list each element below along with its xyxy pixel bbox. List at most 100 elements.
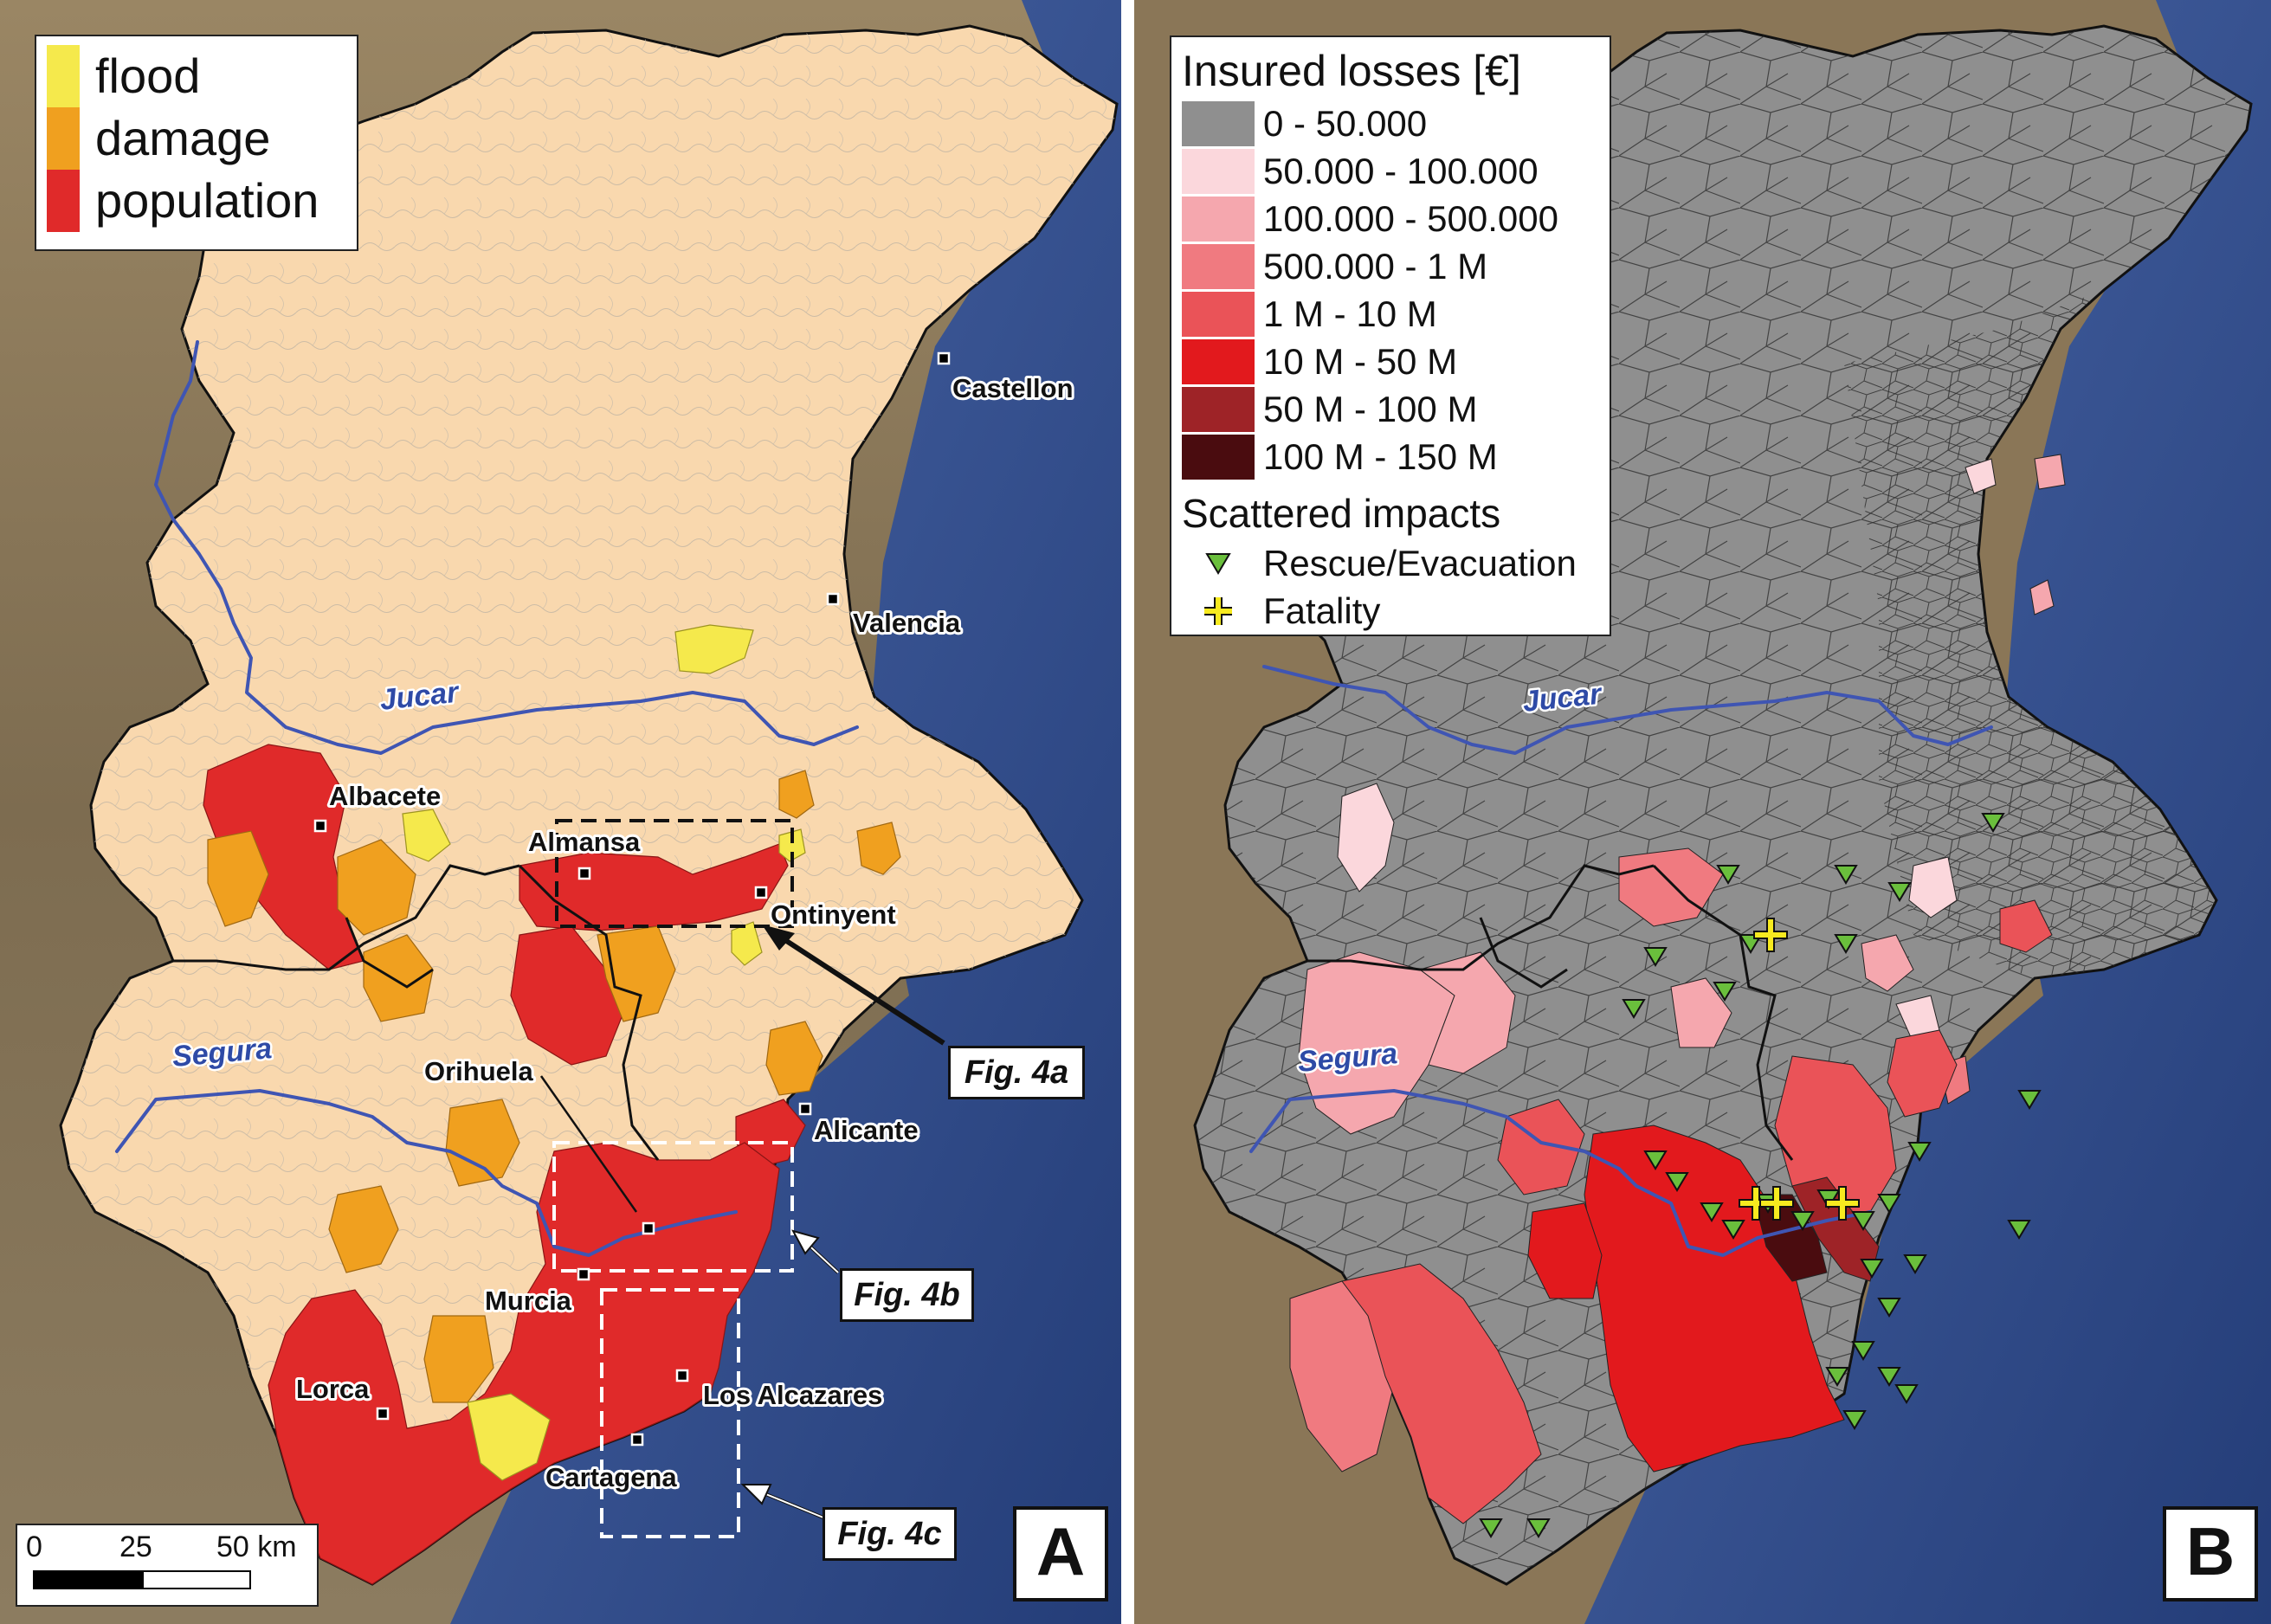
legend-impacts-title: Scattered impacts (1182, 491, 1501, 536)
river-segura (115, 1089, 738, 1257)
legend-item-loss-class: 100 M - 150 M (1182, 433, 1599, 480)
rivers (1249, 665, 1993, 1257)
rescue-marker (1716, 865, 1740, 885)
damage-impact-areas (207, 770, 901, 1403)
city-label-alicante: Alicante (814, 1115, 919, 1145)
legend-impact-categories: flood damage population (35, 35, 358, 251)
legend-swatch (1182, 100, 1255, 146)
fatality-markers (1739, 918, 1860, 1221)
rescue-marker (1825, 1367, 1849, 1387)
legend-swatch-damage (47, 107, 80, 170)
city-label-lorca: Lorca (296, 1374, 370, 1404)
legend-label-population: population (95, 173, 319, 228)
rescue-marker (1721, 1220, 1745, 1240)
rescue-marker (1860, 1259, 1884, 1279)
rescue-marker (1834, 865, 1858, 885)
city-marker-murcia (577, 1267, 590, 1281)
admin-boundaries (173, 864, 660, 1161)
city-marker-ontinyent (754, 886, 768, 899)
rescue-marker (2007, 1220, 2031, 1240)
river-jucar (1262, 665, 1993, 755)
legend-label: 50 M - 100 M (1263, 389, 1478, 429)
legend-title: Insured losses [€] (1182, 47, 1521, 95)
legend-label-damage: damage (95, 111, 271, 165)
admin-boundaries (1307, 864, 1794, 1161)
legend-item-loss-class: 50 M - 100 M (1182, 385, 1599, 433)
scale-bar-tick-0: 0 (26, 1531, 42, 1563)
loss-100k-500k-areas (1298, 454, 2066, 1135)
city-marker-lorca (376, 1407, 390, 1421)
city-label-orihuela: Orihuela (424, 1056, 534, 1086)
legend-swatch (1182, 196, 1255, 242)
drainage-network (61, 26, 1117, 1584)
city-label-castellon: Castellon (952, 373, 1074, 403)
rescue-marker (1479, 1518, 1503, 1538)
rescue-marker (1907, 1142, 1932, 1162)
rescue-marker (1700, 1202, 1724, 1222)
sea-area (450, 0, 1121, 1624)
rescue-marker (1877, 1298, 1901, 1318)
city-marker-orihuela (642, 1221, 655, 1235)
legend-swatch (1182, 243, 1255, 289)
legend-label: 500.000 - 1 M (1263, 246, 1488, 287)
rescue-marker (1887, 882, 1912, 902)
loss-100m-150m-areas (1752, 1194, 1828, 1282)
scale-bar-segment-black (33, 1570, 144, 1589)
legend-swatch (1182, 434, 1255, 480)
green-triangle-icon (1182, 541, 1255, 586)
panel-letter-a: A (1013, 1506, 1108, 1601)
population-impact-areas (203, 744, 806, 1585)
legend-item-loss-class: 1 M - 10 M (1182, 290, 1599, 338)
rescue-marker (1643, 947, 1668, 967)
legend-label: 1 M - 10 M (1263, 293, 1437, 334)
callout-arrows (539, 925, 945, 1525)
rescue-marker (1877, 1194, 1901, 1214)
rescue-marker (1790, 1211, 1815, 1231)
municipality-borders-dense (1844, 290, 2216, 978)
scale-bar-tick-25: 25 (119, 1531, 152, 1563)
rescue-marker (1842, 1410, 1867, 1430)
river-segura (1249, 1089, 1872, 1257)
rescue-evacuation-markers (1479, 813, 2042, 1538)
panel-a-map: Jucar Segura (0, 0, 1121, 1624)
fig-4b-label: Fig. 4b (840, 1268, 974, 1322)
scale-bar-segment-white (142, 1570, 251, 1589)
panel-a-map-canvas: Jucar Segura (0, 0, 1121, 1624)
fig4c-extent-box (600, 1288, 740, 1538)
rescue-marker (1851, 1341, 1875, 1361)
flood-impact-areas (402, 624, 806, 1481)
legend-label-flood: flood (95, 48, 201, 103)
yellow-cross-icon (1182, 589, 1255, 634)
legend-label: 100 M - 150 M (1263, 436, 1498, 477)
legend-swatch (1182, 291, 1255, 337)
legend-label: 10 M - 50 M (1263, 341, 1458, 382)
city-marker-los-alcazares (675, 1369, 689, 1382)
legend-swatch-flood (47, 45, 80, 107)
legend-label-fatality: Fatality (1263, 590, 1381, 631)
sea-area (1584, 0, 2271, 1624)
legend-item-loss-class: 10 M - 50 M (1182, 338, 1599, 385)
loss-1m-10m-areas (1341, 899, 2053, 1524)
rivers (115, 340, 859, 1257)
legend-swatch-population (47, 170, 80, 232)
rescue-marker (1713, 982, 1737, 1002)
legend-swatch (1182, 338, 1255, 384)
rescue-marker (1903, 1254, 1927, 1274)
city-label-ontinyent: Ontinyent (771, 899, 896, 930)
legend-item-loss-class: 50.000 - 100.000 (1182, 147, 1599, 195)
legend-item-loss-class: 0 - 50.000 (1182, 100, 1599, 147)
scale-bar-tick-50: 50 km (216, 1531, 297, 1563)
city-label-valencia: Valencia (853, 608, 961, 638)
city-markers (313, 351, 951, 1447)
city-marker-cartagena (630, 1433, 644, 1447)
fig-4c-label: Fig. 4c (823, 1507, 957, 1561)
rescue-marker (1665, 1172, 1689, 1192)
rescue-marker (1622, 999, 1646, 1019)
river-label-jucar: Jucar (378, 675, 461, 716)
legend-item-population: population (47, 170, 346, 232)
fatality-marker (1825, 1186, 1860, 1221)
rescue-marker (2017, 1090, 2042, 1110)
rescue-marker (1894, 1384, 1919, 1404)
loss-10m-50m-areas (1527, 1125, 1845, 1473)
